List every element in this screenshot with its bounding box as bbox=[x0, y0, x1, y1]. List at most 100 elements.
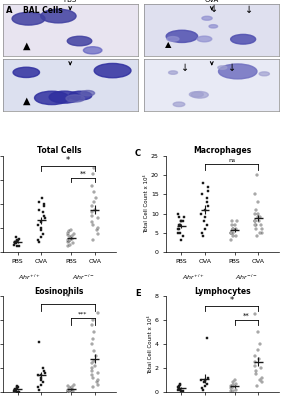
Point bbox=[17, 388, 21, 395]
Point bbox=[67, 234, 72, 240]
Point bbox=[229, 383, 234, 389]
Point bbox=[254, 222, 258, 228]
Point bbox=[15, 238, 19, 244]
Point bbox=[233, 380, 238, 387]
Point bbox=[39, 377, 43, 383]
Point bbox=[182, 214, 186, 220]
Circle shape bbox=[166, 30, 198, 42]
Circle shape bbox=[209, 25, 218, 28]
Point bbox=[254, 367, 258, 374]
Point bbox=[177, 383, 181, 389]
Point bbox=[229, 230, 234, 236]
Circle shape bbox=[41, 9, 76, 23]
Text: *: * bbox=[230, 296, 234, 305]
Point bbox=[90, 219, 94, 225]
Point bbox=[206, 203, 210, 209]
Point bbox=[39, 219, 44, 225]
Point bbox=[89, 213, 94, 219]
Point bbox=[253, 311, 257, 318]
Circle shape bbox=[167, 36, 179, 41]
Point bbox=[15, 236, 19, 243]
Circle shape bbox=[81, 90, 94, 96]
Point bbox=[233, 377, 237, 383]
Point bbox=[13, 234, 18, 240]
Point bbox=[259, 222, 264, 228]
Point bbox=[179, 388, 183, 395]
Point bbox=[39, 227, 43, 234]
Point bbox=[231, 382, 235, 388]
Point bbox=[255, 347, 260, 354]
Point bbox=[255, 172, 259, 178]
Point bbox=[254, 371, 259, 377]
Point bbox=[257, 214, 262, 220]
Point bbox=[14, 388, 19, 394]
Point bbox=[15, 383, 19, 389]
Circle shape bbox=[169, 71, 177, 74]
Point bbox=[69, 227, 73, 234]
Point bbox=[253, 210, 257, 217]
Point bbox=[176, 210, 180, 217]
Text: $Ahr^{-/-}$: $Ahr^{-/-}$ bbox=[235, 273, 258, 282]
Point bbox=[90, 209, 94, 216]
Point bbox=[255, 383, 259, 389]
Point bbox=[92, 358, 96, 364]
Point bbox=[67, 385, 72, 392]
Point bbox=[201, 386, 205, 393]
Point bbox=[92, 165, 97, 171]
Point bbox=[202, 226, 207, 232]
Point bbox=[93, 362, 97, 369]
Point bbox=[40, 195, 45, 201]
Point bbox=[37, 239, 41, 245]
Point bbox=[91, 171, 95, 177]
Point bbox=[13, 239, 18, 245]
Circle shape bbox=[12, 12, 45, 25]
Point bbox=[229, 230, 233, 236]
Point bbox=[254, 226, 259, 232]
Point bbox=[13, 240, 17, 246]
Point bbox=[260, 374, 264, 381]
Text: ↓: ↓ bbox=[181, 62, 189, 72]
Point bbox=[36, 207, 41, 213]
Point bbox=[256, 355, 261, 362]
Point bbox=[67, 388, 72, 395]
Text: A: A bbox=[6, 6, 12, 15]
Point bbox=[96, 215, 100, 222]
Point bbox=[230, 218, 234, 224]
Point bbox=[178, 386, 182, 393]
Point bbox=[66, 387, 70, 393]
Point bbox=[17, 242, 21, 249]
Point bbox=[12, 239, 17, 245]
Point bbox=[235, 218, 239, 224]
Point bbox=[41, 231, 45, 237]
Point bbox=[179, 218, 184, 224]
Point bbox=[92, 198, 96, 205]
Point bbox=[91, 336, 95, 343]
Point bbox=[36, 372, 40, 378]
Point bbox=[92, 329, 97, 336]
Point bbox=[206, 187, 210, 194]
Text: ↓: ↓ bbox=[228, 62, 236, 72]
Point bbox=[96, 382, 100, 388]
Text: **: ** bbox=[243, 313, 250, 319]
Circle shape bbox=[67, 36, 92, 46]
Point bbox=[253, 359, 258, 365]
Point bbox=[90, 203, 94, 210]
Point bbox=[177, 226, 181, 232]
Point bbox=[91, 236, 96, 243]
Title: Macrophages: Macrophages bbox=[194, 146, 252, 156]
Point bbox=[66, 236, 70, 243]
Title: Eosinophils: Eosinophils bbox=[34, 287, 84, 296]
Circle shape bbox=[231, 34, 256, 44]
Text: BAL Cells: BAL Cells bbox=[23, 6, 62, 15]
Text: **: ** bbox=[80, 170, 86, 176]
Circle shape bbox=[189, 92, 203, 97]
Point bbox=[259, 230, 264, 236]
Point bbox=[17, 235, 21, 242]
Text: $Ahr^{+/+}$: $Ahr^{+/+}$ bbox=[18, 273, 41, 282]
Point bbox=[91, 374, 95, 381]
Circle shape bbox=[83, 47, 102, 54]
Text: $Ahr^{-/-}$: $Ahr^{-/-}$ bbox=[72, 273, 94, 282]
Point bbox=[39, 372, 44, 378]
Point bbox=[37, 386, 41, 393]
Point bbox=[234, 386, 239, 393]
